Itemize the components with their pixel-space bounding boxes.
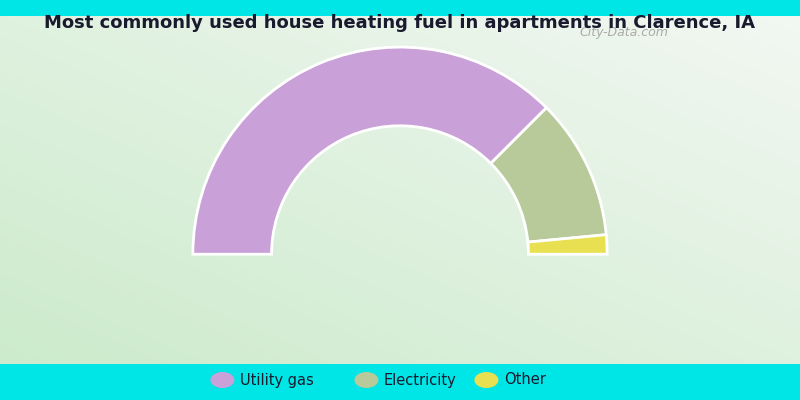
Wedge shape xyxy=(528,235,607,254)
Text: Electricity: Electricity xyxy=(384,372,457,388)
Ellipse shape xyxy=(474,372,498,388)
Ellipse shape xyxy=(210,372,234,388)
Wedge shape xyxy=(193,47,546,254)
Wedge shape xyxy=(491,108,606,242)
Text: Other: Other xyxy=(504,372,546,388)
Ellipse shape xyxy=(354,372,378,388)
Text: Utility gas: Utility gas xyxy=(240,372,314,388)
Text: City-Data.com: City-Data.com xyxy=(579,26,669,40)
Text: Most commonly used house heating fuel in apartments in Clarence, IA: Most commonly used house heating fuel in… xyxy=(45,14,755,32)
